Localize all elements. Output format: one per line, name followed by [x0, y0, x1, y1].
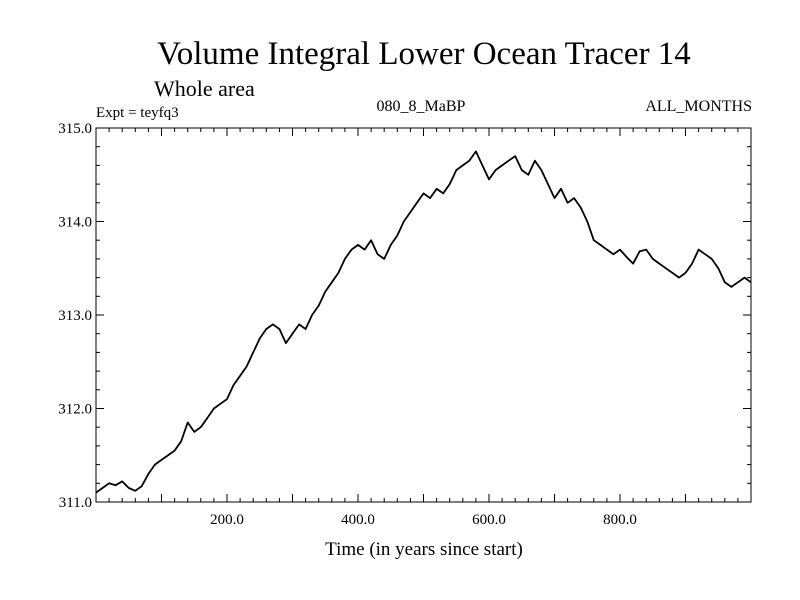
expt-label: Expt = teyfq3 — [96, 105, 179, 121]
y-tick-label: 313.0 — [58, 308, 92, 324]
chart-title: Volume Integral Lower Ocean Tracer 14 — [157, 36, 691, 72]
chart-subtitle: Whole area — [154, 76, 255, 101]
y-tick-label: 315.0 — [58, 121, 92, 137]
axis-tick-labels: 200.0 400.0 600.0 800.0 311.0 312.0 313.0 314.0… — [58, 121, 637, 528]
x-tick-label: 800.0 — [603, 512, 637, 528]
x-axis-label: Time (in years since start) — [325, 539, 523, 560]
right-label: ALL_MONTHS — [645, 98, 752, 115]
y-tick-label: 314.0 — [58, 215, 92, 231]
x-tick-label: 400.0 — [341, 512, 375, 528]
center-label: 080_8_MaBP — [377, 98, 466, 115]
y-tick-label: 311.0 — [59, 495, 92, 511]
x-tick-label: 200.0 — [210, 512, 244, 528]
y-tick-label: 312.0 — [58, 402, 92, 418]
plot-frame — [95, 127, 752, 503]
data-line — [95, 150, 752, 494]
axis-ticks — [96, 128, 751, 502]
x-tick-label: 600.0 — [472, 512, 506, 528]
